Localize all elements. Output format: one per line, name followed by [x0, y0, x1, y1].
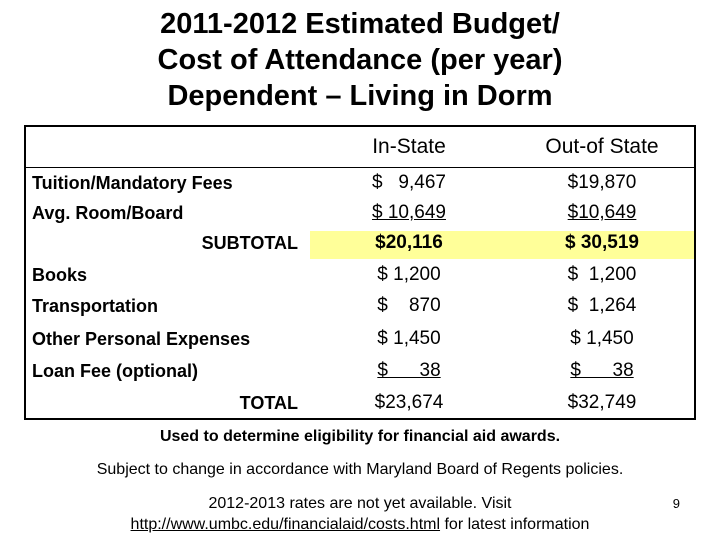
in-state-value: $23,674 — [374, 392, 444, 413]
in-state-value: $ 9,467 — [372, 172, 446, 193]
table-row-personal-expenses: Other Personal Expenses $ 1,450 $ 1,450 — [26, 327, 694, 357]
rates-note-line-1: 2012-2013 rates are not yet available. V… — [208, 495, 512, 512]
subtotal-highlight-in-state — [310, 231, 508, 259]
out-state-value: $32,749 — [567, 392, 637, 413]
out-state-value: $10,649 — [567, 202, 637, 223]
in-state-value: $ 1,450 — [377, 328, 441, 349]
rates-note: 2012-2013 rates are not yet available. V… — [0, 493, 720, 535]
rates-note-line-2: http://www.umbc.edu/financialaid/costs.h… — [0, 514, 720, 535]
subtotal-highlight-out-state — [508, 231, 694, 259]
row-label: TOTAL — [239, 393, 298, 413]
in-state-value: $ 1,200 — [377, 264, 441, 285]
row-label: SUBTOTAL — [201, 233, 298, 253]
row-label: Books — [32, 265, 88, 285]
column-header-out-of-state: Out-of State — [545, 135, 659, 158]
table-row-loan-fee: Loan Fee (optional) $ 38 $ 38 — [26, 359, 694, 389]
page-number: 9 — [672, 496, 680, 511]
out-state-value: $19,870 — [567, 172, 637, 193]
policy-note: Subject to change in accordance with Mar… — [96, 461, 624, 478]
column-header-in-state: In-State — [372, 135, 446, 158]
row-label: Other Personal Expenses — [32, 329, 251, 349]
in-state-value: $ 38 — [377, 360, 441, 381]
table-row-total: TOTAL $23,674 $32,749 — [26, 391, 694, 421]
row-label: Tuition/Mandatory Fees — [32, 173, 233, 193]
in-state-value: $20,116 — [375, 232, 443, 253]
rates-note-suffix: for latest information — [440, 516, 590, 533]
row-label: Loan Fee (optional) — [32, 361, 198, 381]
table-row-room-board: Avg. Room/Board $ 10,649 $10,649 — [26, 201, 694, 231]
budget-table: In-State Out-of State Tuition/Mandatory … — [24, 125, 696, 420]
title-line-1: 2011-2012 Estimated Budget/ — [160, 8, 560, 40]
table-row-books: Books $ 1,200 $ 1,200 — [26, 263, 694, 293]
costs-link[interactable]: http://www.umbc.edu/financialaid/costs.h… — [130, 516, 441, 533]
in-state-value: $ 10,649 — [372, 202, 446, 223]
slide-title: 2011-2012 Estimated Budget/ Cost of Atte… — [0, 6, 720, 114]
out-state-value: $ 1,264 — [567, 295, 637, 316]
eligibility-note: Used to determine eligibility for financ… — [159, 428, 561, 445]
out-state-value: $ 38 — [570, 360, 634, 381]
row-label: Transportation — [32, 296, 159, 316]
row-label: Avg. Room/Board — [32, 203, 184, 223]
in-state-value: $ 870 — [377, 295, 441, 316]
table-row-subtotal: SUBTOTAL $20,116 $ 30,519 — [26, 231, 694, 261]
title-line-2: Cost of Attendance (per year) — [157, 44, 563, 76]
out-state-value: $ 1,200 — [567, 264, 637, 285]
table-row-tuition: Tuition/Mandatory Fees $ 9,467 $19,870 — [26, 171, 694, 201]
out-state-value: $ 30,519 — [565, 232, 639, 253]
table-row-transportation: Transportation $ 870 $ 1,264 — [26, 294, 694, 324]
header-divider — [26, 167, 694, 168]
out-state-value: $ 1,450 — [570, 328, 634, 349]
title-line-3: Dependent – Living in Dorm — [167, 80, 553, 112]
